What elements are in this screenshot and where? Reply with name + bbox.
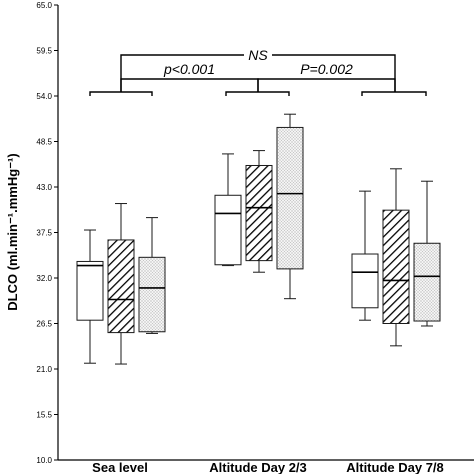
box-dotted [276,126,304,270]
box-groups [76,113,441,365]
significance-brackets: NS p<0.001 P=0.002 [89,47,427,96]
significance-label: NS [248,47,268,63]
sig-label-bg [157,62,222,77]
y-tick-label: 54.0 [36,92,52,101]
group-cap [361,91,427,96]
box-hatched [382,209,410,324]
box-hatched [107,239,135,334]
box-hatched [245,164,273,262]
category-labels: Sea level Altitude Day 2/3 Altitude Day 7/… [92,460,444,474]
significance-label: P=0.002 [300,61,353,77]
y-tick-label: 26.5 [36,320,52,329]
group-cap [89,91,153,96]
y-tick-label: 32.0 [36,274,52,283]
y-axis-label: DLCO (ml.min⁻¹.mmHg⁻¹) [5,153,20,310]
box-plain [214,194,242,266]
y-tick-label: 59.5 [36,47,52,56]
significance-label: p<0.001 [163,61,215,77]
y-tick-label: 21.0 [36,365,52,374]
y-axis-ticks: 10.0 15.5 21.0 26.5 32.0 37.5 43.0 48.5 54.0 59.5… [36,1,58,465]
y-tick-label: 10.0 [36,456,52,465]
box-plain [351,253,379,309]
box-dotted [413,242,441,322]
group-cap [225,91,290,96]
box-group [76,203,166,365]
bracket-pair [120,78,259,92]
box-group [214,113,304,300]
category-label: Altitude Day 7/8 [346,460,444,474]
box-dotted [138,256,166,333]
y-tick-label: 65.0 [36,1,52,10]
box-plain [76,260,104,321]
y-tick-label: 43.0 [36,183,52,192]
y-tick-label: 48.5 [36,138,52,147]
box-group [351,168,441,347]
category-label: Altitude Day 2/3 [209,460,307,474]
y-tick-label: 37.5 [36,229,52,238]
sig-label-bg [244,48,272,63]
sig-label-bg [294,62,359,77]
category-label: Sea level [92,460,148,474]
bracket-pair [257,78,396,92]
y-tick-label: 15.5 [36,411,52,420]
